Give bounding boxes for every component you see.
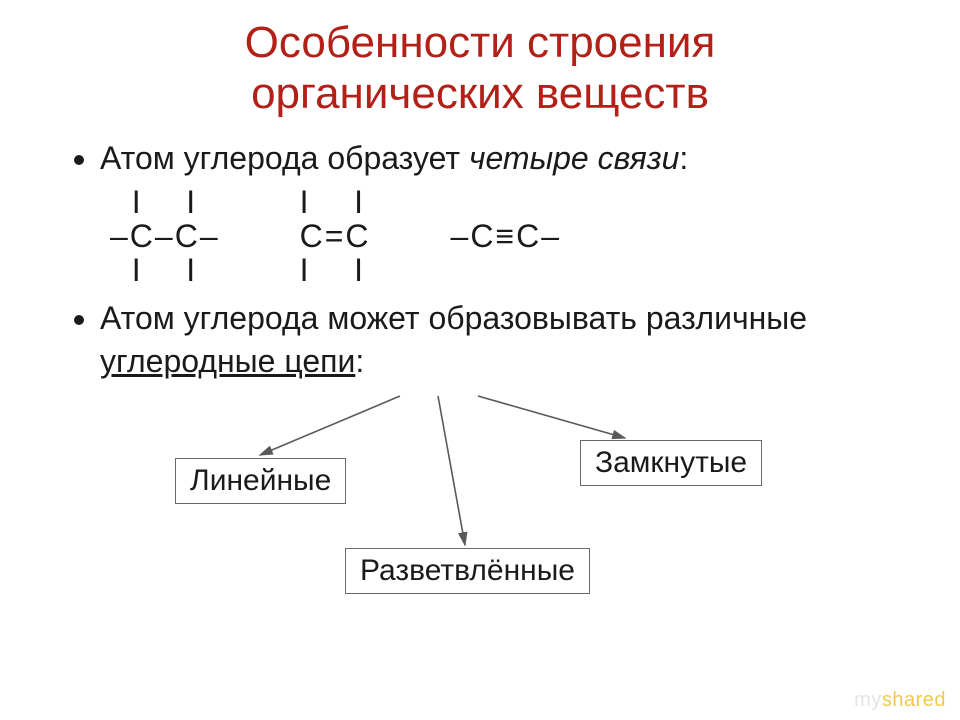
box-branched-label: Разветвлённые xyxy=(360,554,575,587)
bullet-1: Атом углерода образует четыре связи: xyxy=(100,137,910,180)
box-branched: Разветвлённые xyxy=(345,548,590,595)
arrow-to-closed xyxy=(478,396,625,438)
box-closed: Замкнутые xyxy=(580,440,762,487)
chain-types-diagram: Линейные Замкнутые Разветвлённые xyxy=(70,390,890,610)
bullet1-prefix: Атом углерода образует xyxy=(100,140,469,176)
triple-bond-mid: –С≡С– xyxy=(451,220,561,254)
bullet-list-2: Атом углерода может образовывать различн… xyxy=(70,297,910,383)
box-linear: Линейные xyxy=(175,458,346,505)
bullet-list: Атом углерода образует четыре связи: xyxy=(70,137,910,180)
bullet-2: Атом углерода может образовывать различн… xyxy=(100,297,910,383)
single-bond: І І –С–С– І І xyxy=(110,186,220,287)
double-bond-top: І І xyxy=(300,186,371,220)
box-linear-label: Линейные xyxy=(190,464,331,497)
bullet1-italic: четыре связи xyxy=(469,140,679,176)
single-bond-mid: –С–С– xyxy=(110,220,220,254)
single-bond-top: І І xyxy=(110,186,220,220)
triple-bond: –С≡С– xyxy=(451,186,561,287)
title-line-2: органических веществ xyxy=(251,69,709,118)
double-bond-bot: І І xyxy=(300,254,371,288)
double-bond-mid: С=С xyxy=(300,220,371,254)
arrow-to-branched xyxy=(438,396,465,545)
watermark-accent: shared xyxy=(882,689,946,711)
watermark: myshared xyxy=(854,689,946,712)
bullet1-suffix: : xyxy=(679,140,688,176)
bond-formulas: І І –С–С– І І І І С=С І І –С≡С– xyxy=(70,186,910,287)
bullet2-prefix: Атом углерода может образовывать различн… xyxy=(100,300,807,336)
slide-content: Атом углерода образует четыре связи: І І… xyxy=(0,119,960,609)
bullet2-underlined: углеродные цепи xyxy=(100,343,355,379)
arrow-to-linear xyxy=(260,396,400,455)
watermark-plain: my xyxy=(854,689,882,711)
double-bond: І І С=С І І xyxy=(300,186,371,287)
box-closed-label: Замкнутые xyxy=(595,446,747,479)
title-line-1: Особенности строения xyxy=(245,18,716,67)
slide-title: Особенности строения органических вещест… xyxy=(0,0,960,119)
single-bond-bot: І І xyxy=(110,254,220,288)
bullet2-suffix: : xyxy=(355,343,364,379)
